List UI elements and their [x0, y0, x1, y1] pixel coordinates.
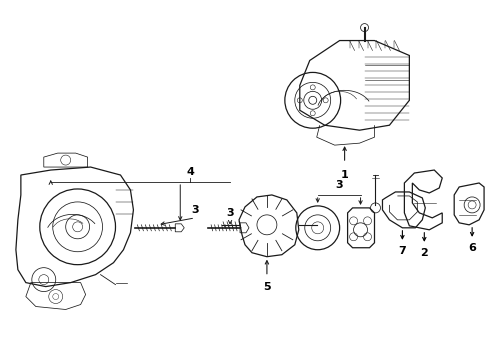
Text: 3: 3 [192, 205, 199, 215]
Text: 1: 1 [341, 170, 348, 180]
Text: 2: 2 [420, 248, 428, 258]
Text: 3: 3 [335, 180, 343, 190]
Text: 5: 5 [263, 282, 271, 292]
Text: 7: 7 [398, 246, 406, 256]
Text: 6: 6 [468, 243, 476, 253]
Text: 3: 3 [226, 208, 234, 218]
Text: 4: 4 [186, 167, 194, 177]
